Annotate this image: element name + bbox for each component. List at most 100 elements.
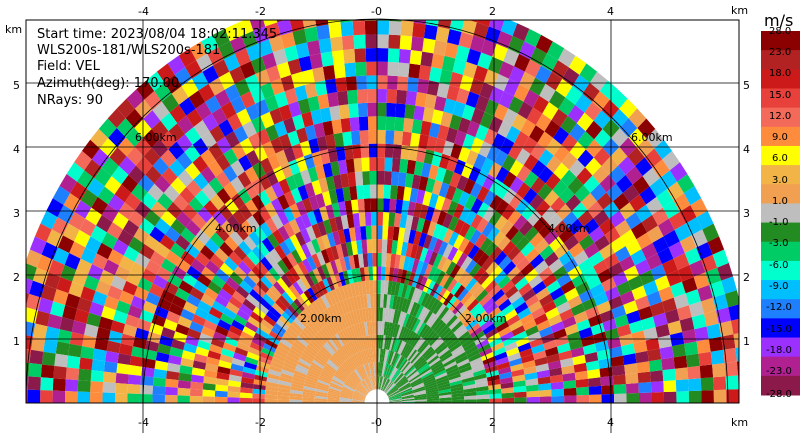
range-gate-cell bbox=[302, 197, 313, 214]
range-gate-cell bbox=[403, 299, 412, 314]
range-gate-cell bbox=[154, 82, 172, 102]
range-gate-cell bbox=[281, 311, 294, 325]
range-gate-cell bbox=[152, 377, 167, 387]
range-gate-cell bbox=[576, 318, 591, 332]
range-gate-cell bbox=[506, 265, 521, 281]
range-gate-cell bbox=[593, 291, 609, 306]
range-gate-cell bbox=[411, 119, 423, 135]
colorbar-swatch bbox=[761, 203, 800, 224]
range-gate-cell bbox=[165, 250, 181, 266]
range-gate-cell bbox=[543, 229, 559, 246]
range-gate-cell bbox=[535, 363, 550, 373]
range-gate-cell bbox=[193, 353, 208, 364]
range-gate-cell bbox=[223, 148, 239, 166]
range-gate-cell bbox=[666, 270, 682, 287]
range-gate-cell bbox=[438, 153, 451, 170]
range-gate-cell bbox=[611, 128, 629, 147]
range-gate-cell bbox=[476, 20, 491, 27]
range-gate-cell bbox=[310, 362, 323, 371]
range-gate-cell bbox=[436, 210, 448, 226]
range-gate-cell bbox=[388, 395, 402, 400]
range-gate-cell bbox=[687, 365, 701, 380]
range-gate-cell bbox=[546, 41, 565, 61]
range-gate-cell bbox=[315, 20, 329, 27]
range-gate-cell bbox=[281, 291, 294, 305]
range-gate-cell bbox=[29, 349, 44, 365]
range-gate-cell bbox=[240, 382, 254, 389]
range-gate-cell bbox=[372, 334, 376, 349]
range-gate-cell bbox=[307, 369, 320, 378]
range-gate-cell bbox=[81, 139, 100, 160]
range-gate-cell bbox=[437, 346, 450, 358]
range-gate-cell bbox=[264, 252, 278, 268]
range-gate-cell bbox=[338, 366, 350, 377]
range-gate-cell bbox=[338, 315, 347, 330]
range-gate-cell bbox=[127, 383, 141, 394]
range-gate-cell bbox=[476, 398, 490, 403]
range-gate-cell bbox=[423, 348, 435, 360]
range-gate-cell bbox=[448, 231, 460, 247]
range-gate-cell bbox=[451, 396, 465, 401]
range-gate-cell bbox=[538, 389, 552, 397]
range-gate-cell bbox=[112, 212, 129, 230]
range-gate-cell bbox=[352, 354, 360, 368]
range-gate-cell bbox=[370, 391, 377, 403]
range-gate-cell bbox=[458, 32, 474, 49]
range-gate-cell bbox=[216, 187, 232, 205]
range-gate-cell bbox=[279, 240, 292, 256]
range-gate-cell bbox=[224, 131, 240, 149]
range-gate-cell bbox=[468, 166, 481, 183]
range-gate-cell bbox=[664, 308, 680, 324]
range-gate-cell bbox=[690, 198, 708, 218]
range-gate-cell bbox=[580, 335, 595, 347]
range-gate-cell bbox=[470, 360, 484, 370]
range-gate-cell bbox=[429, 334, 440, 347]
range-gate-cell bbox=[407, 286, 416, 301]
range-gate-cell bbox=[488, 20, 505, 31]
range-gate-cell bbox=[357, 385, 368, 395]
range-gate-cell bbox=[103, 371, 117, 383]
range-gate-cell bbox=[218, 119, 234, 137]
range-gate-cell bbox=[373, 375, 376, 390]
range-gate-cell bbox=[511, 251, 526, 266]
range-gate-cell bbox=[504, 285, 519, 299]
range-gate-cell bbox=[494, 351, 508, 361]
range-gate-cell bbox=[582, 266, 598, 282]
range-gate-cell bbox=[559, 186, 575, 204]
range-gate-cell bbox=[374, 389, 377, 403]
y-tick-label: 3 bbox=[743, 207, 750, 220]
range-gate-cell bbox=[553, 126, 570, 145]
range-gate-cell bbox=[308, 195, 320, 211]
range-gate-cell bbox=[561, 151, 578, 170]
range-gate-cell bbox=[488, 284, 502, 298]
range-gate-cell bbox=[301, 308, 313, 322]
range-gate-cell bbox=[269, 365, 283, 373]
range-gate-cell bbox=[379, 307, 384, 322]
range-gate-cell bbox=[389, 351, 396, 366]
range-gate-cell bbox=[161, 327, 176, 340]
range-gate-cell bbox=[718, 320, 734, 337]
range-ring-label: 6.00km bbox=[631, 131, 673, 144]
range-gate-cell bbox=[329, 105, 341, 121]
range-gate-cell bbox=[546, 155, 562, 173]
range-gate-cell bbox=[207, 280, 222, 295]
range-gate-cell bbox=[405, 367, 417, 378]
range-gate-cell bbox=[476, 394, 490, 400]
range-gate-cell bbox=[102, 382, 116, 393]
range-gate-cell bbox=[416, 217, 426, 233]
range-gate-cell bbox=[215, 153, 231, 172]
range-gate-cell bbox=[330, 160, 341, 176]
range-gate-cell bbox=[349, 297, 356, 312]
range-gate-cell bbox=[463, 315, 476, 328]
range-gate-cell bbox=[374, 321, 377, 335]
range-gate-cell bbox=[351, 268, 358, 283]
range-gate-cell bbox=[481, 351, 495, 361]
range-gate-cell bbox=[330, 380, 343, 388]
range-gate-cell bbox=[304, 26, 319, 43]
range-gate-cell bbox=[395, 296, 402, 311]
range-gate-cell bbox=[652, 207, 669, 226]
colorbar-tick-label: -9.0 bbox=[769, 281, 789, 292]
range-gate-cell bbox=[368, 266, 374, 281]
range-gate-cell bbox=[257, 39, 273, 57]
range-gate-cell bbox=[359, 130, 369, 145]
